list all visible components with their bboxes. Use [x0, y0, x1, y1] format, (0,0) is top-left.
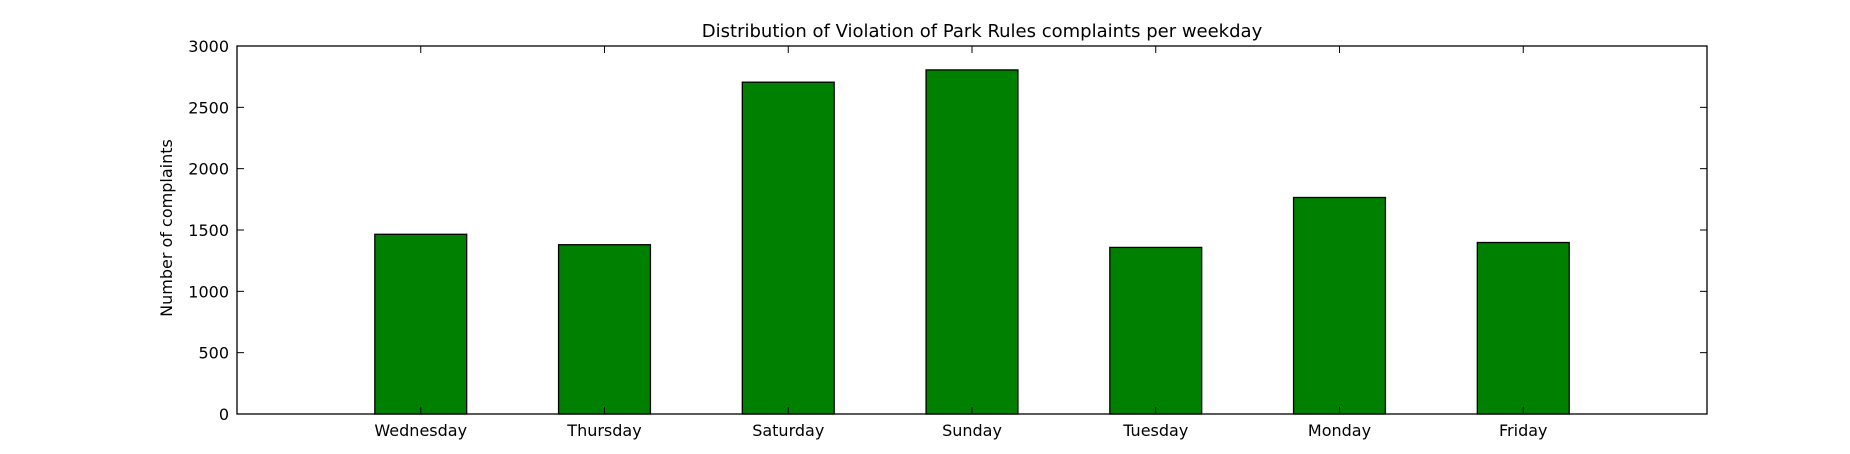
x-tick-label-saturday: Saturday: [752, 421, 824, 440]
x-tick-label-thursday: Thursday: [566, 421, 641, 440]
bar-tuesday: [1109, 246, 1203, 415]
bar-thursday: [557, 244, 652, 415]
bar-monday: [1292, 196, 1387, 415]
bar-friday: [1476, 241, 1570, 415]
y-tick-label: 2500: [188, 98, 229, 117]
chart-title: Distribution of Violation of Park Rules …: [702, 21, 1263, 42]
y-tick-label: 1500: [188, 221, 229, 240]
x-tick-label-monday: Monday: [1308, 421, 1371, 440]
x-tick-label-wednesday: Wednesday: [374, 421, 467, 440]
plot-area: 0 500 1000 1500 2000 2500 3000 Wednesday Thursda…: [188, 37, 1708, 440]
y-tick-label: 2000: [188, 160, 229, 179]
y-tick-label: 500: [198, 344, 229, 363]
y-axis-label: Number of complaints: [157, 139, 176, 317]
y-tick-label: 0: [219, 405, 229, 424]
y-tick-label: 1000: [188, 282, 229, 301]
bar-wednesday: [374, 233, 468, 415]
x-tick-label-friday: Friday: [1499, 421, 1548, 440]
bar-saturday: [741, 81, 835, 415]
y-tick-label: 3000: [188, 37, 229, 56]
x-tick-label-sunday: Sunday: [942, 421, 1002, 440]
x-tick-label-tuesday: Tuesday: [1122, 421, 1188, 440]
bar-sunday: [925, 69, 1019, 415]
